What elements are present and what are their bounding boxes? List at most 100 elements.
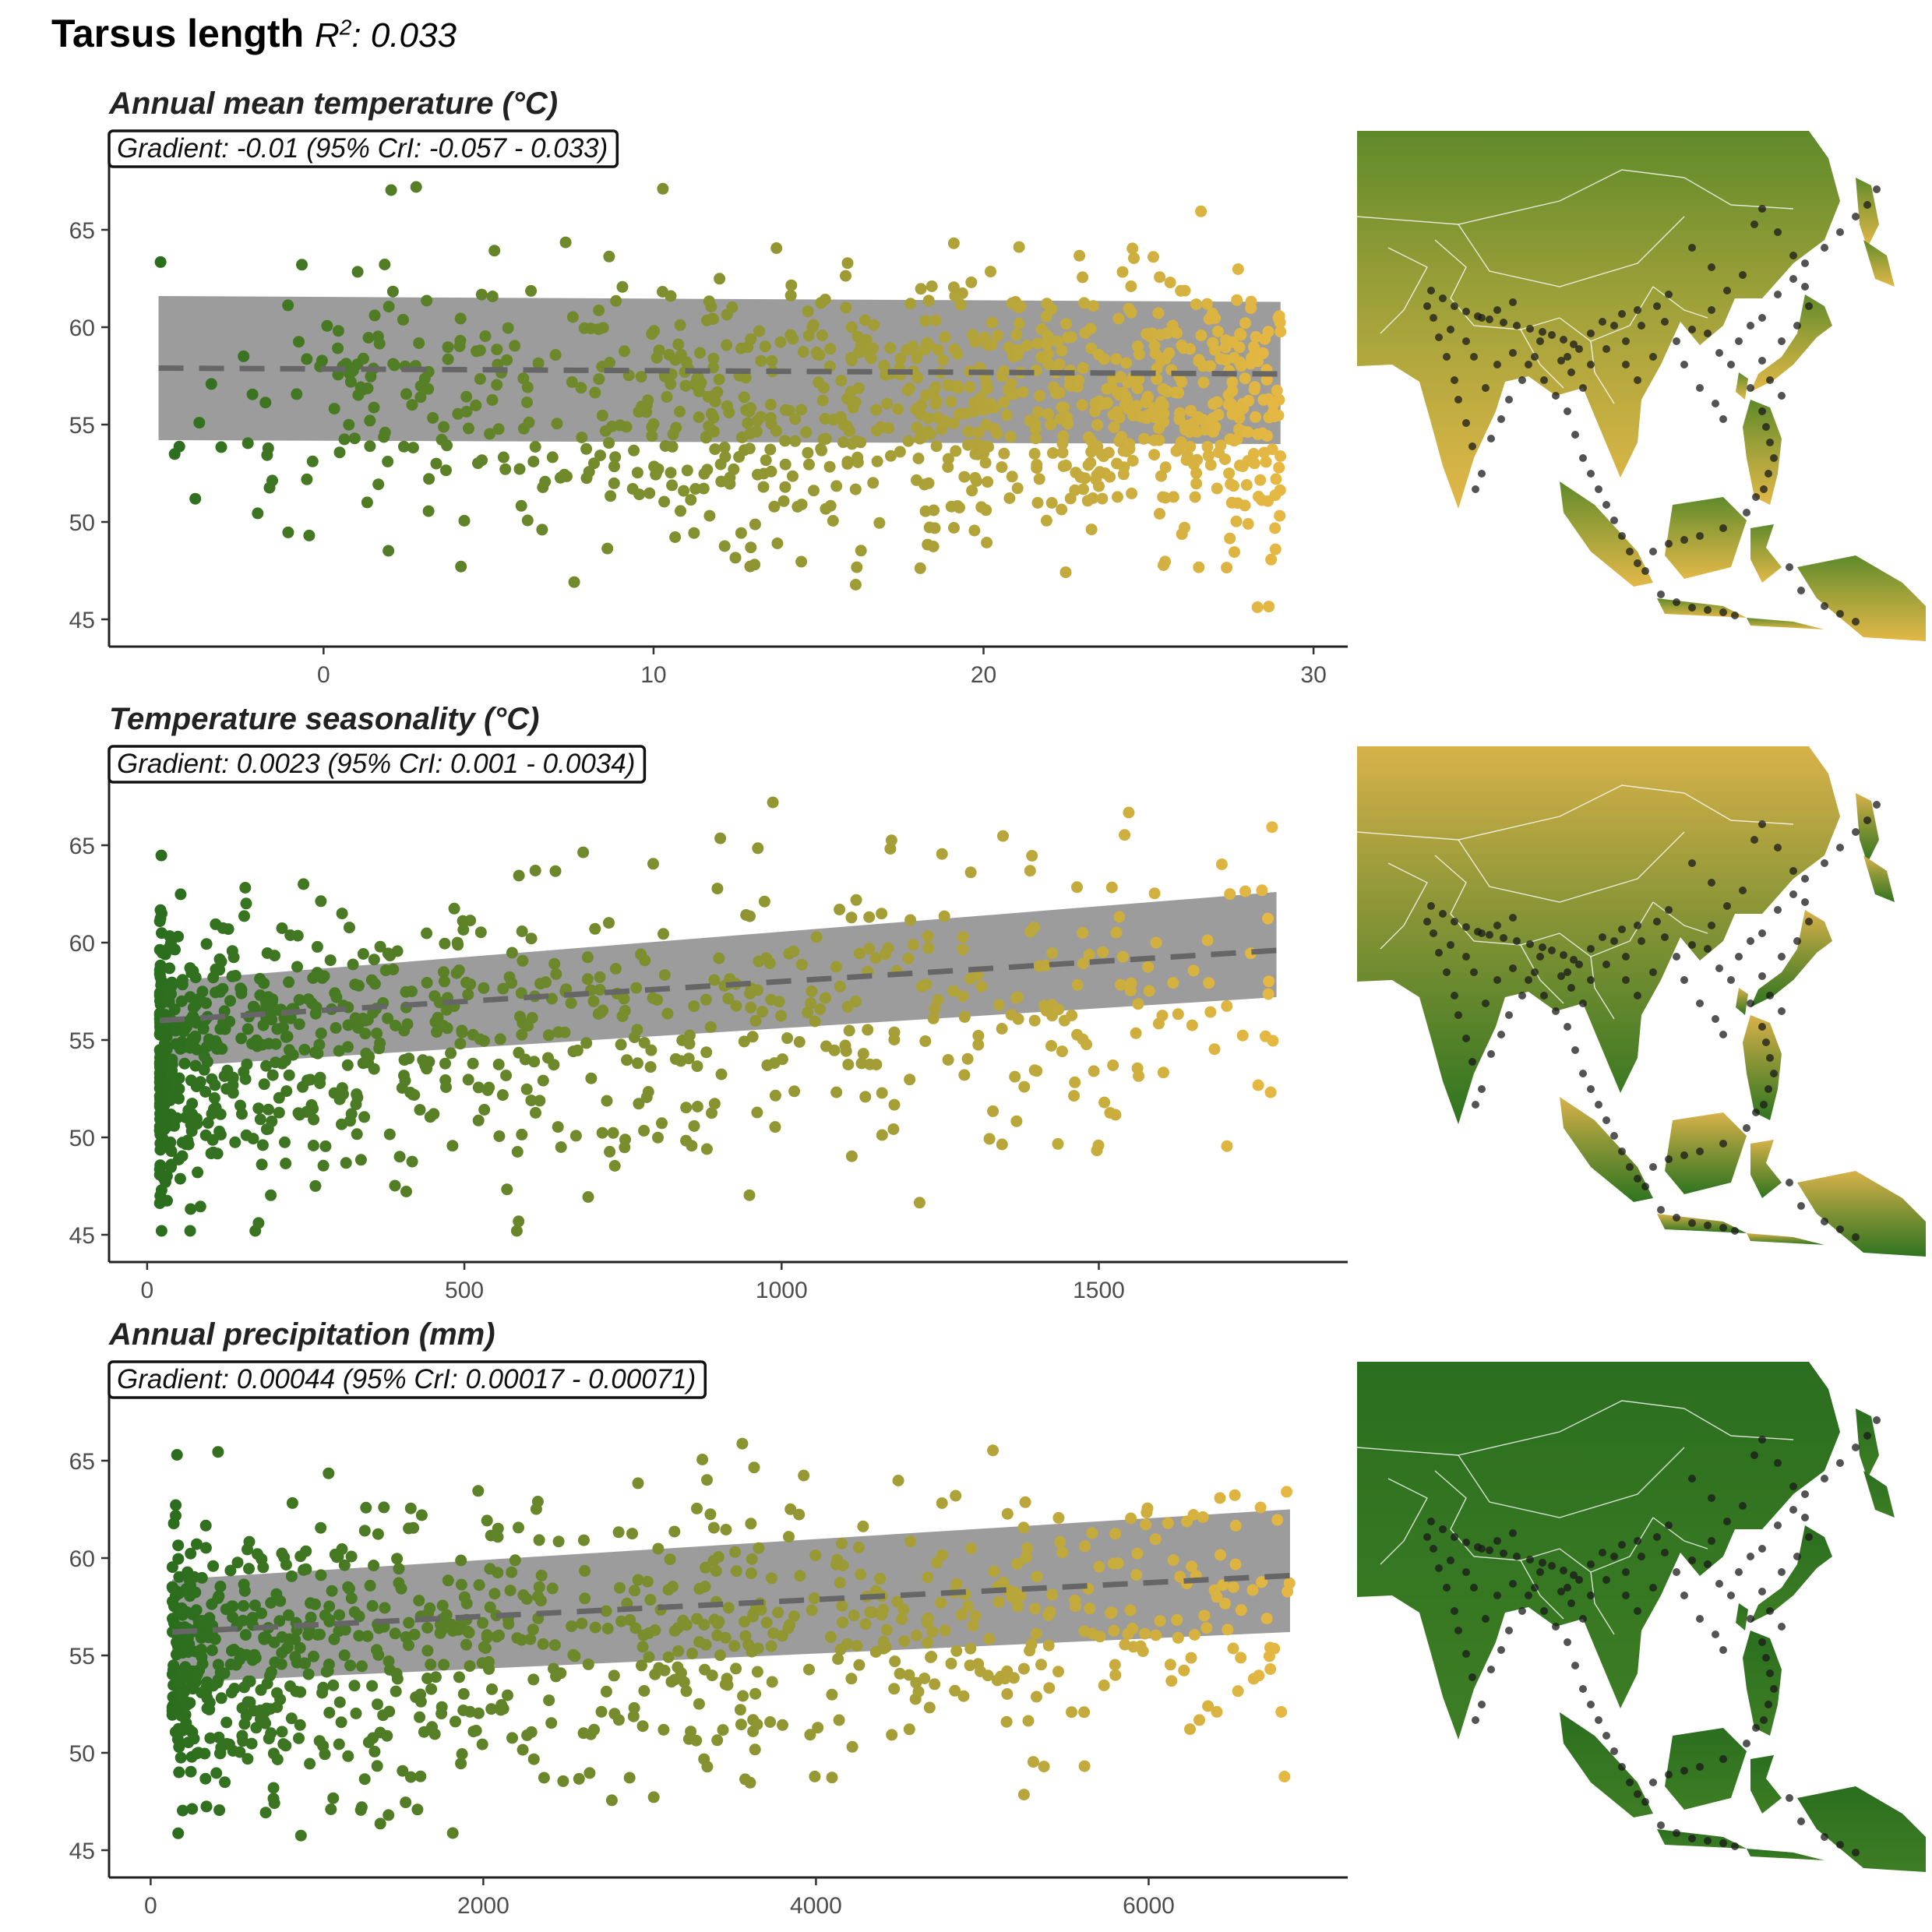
data-point <box>972 1030 985 1042</box>
data-point <box>1181 1515 1193 1528</box>
data-point <box>486 291 499 302</box>
sampling-site <box>1487 1050 1495 1058</box>
data-point <box>1083 949 1095 961</box>
data-point <box>557 1775 569 1787</box>
data-point <box>153 1163 166 1176</box>
data-point <box>501 354 513 366</box>
data-point <box>552 1535 565 1548</box>
data-point <box>1208 1043 1221 1056</box>
r2-label: R <box>315 16 340 55</box>
data-point <box>932 994 944 1006</box>
data-point <box>1231 294 1243 306</box>
data-point <box>700 432 712 444</box>
sampling-sites <box>1423 801 1881 1241</box>
data-point <box>841 420 853 432</box>
data-point <box>251 1040 263 1052</box>
sampling-site <box>1531 353 1539 361</box>
data-point <box>457 1705 470 1716</box>
data-point <box>234 1099 246 1112</box>
data-point <box>555 1141 567 1153</box>
data-point <box>1126 487 1138 499</box>
data-point <box>1052 1666 1064 1678</box>
sampling-site <box>1548 331 1556 339</box>
data-point <box>974 396 986 408</box>
sampling-site <box>1595 1101 1602 1109</box>
data-point <box>537 1638 549 1650</box>
data-point <box>326 1585 338 1597</box>
data-point <box>196 1571 208 1584</box>
data-point <box>473 1579 485 1592</box>
data-point <box>618 992 630 1005</box>
data-point <box>338 1559 351 1571</box>
data-point <box>1028 1064 1041 1077</box>
data-point <box>884 342 897 354</box>
data-point <box>1262 495 1274 507</box>
sampling-site <box>1462 337 1470 345</box>
data-point <box>546 451 559 464</box>
data-point <box>965 1542 978 1555</box>
data-point <box>962 425 975 438</box>
data-point <box>996 370 1008 383</box>
data-point <box>503 971 516 983</box>
data-point <box>1123 302 1135 315</box>
data-point <box>195 1643 207 1655</box>
data-point <box>1076 399 1088 411</box>
data-point <box>997 830 1009 842</box>
sampling-site <box>1665 1155 1673 1163</box>
data-point <box>543 1694 555 1707</box>
data-point <box>1031 462 1043 474</box>
data-point <box>779 435 791 447</box>
data-point <box>903 1723 915 1736</box>
data-point <box>372 1528 384 1540</box>
r2-value: : 0.033 <box>351 16 457 55</box>
sampling-site <box>1863 201 1871 209</box>
sampling-site <box>1602 1732 1610 1740</box>
data-point <box>391 1553 404 1565</box>
land-japan <box>1750 910 1832 1007</box>
data-point <box>678 1676 690 1688</box>
data-point <box>156 947 168 959</box>
sampling-site <box>1758 929 1766 937</box>
data-point <box>1252 428 1264 440</box>
data-point <box>559 236 572 249</box>
x-tick-label: 0 <box>317 662 330 688</box>
data-point <box>888 1098 901 1111</box>
data-point <box>256 1139 269 1151</box>
data-point <box>204 1732 217 1744</box>
data-point <box>1038 999 1050 1012</box>
data-point <box>1148 251 1159 263</box>
data-point <box>237 1614 249 1627</box>
data-point <box>589 1621 601 1634</box>
data-point <box>1268 1642 1281 1655</box>
data-point <box>768 500 781 513</box>
sampling-site <box>1805 302 1813 310</box>
data-point <box>305 1611 317 1624</box>
data-point <box>1211 1705 1223 1718</box>
data-point <box>922 425 934 438</box>
data-point <box>182 1632 194 1645</box>
sampling-site <box>1500 319 1507 326</box>
data-point <box>474 344 486 357</box>
sampling-site <box>1525 1592 1532 1599</box>
data-point <box>1018 1081 1031 1093</box>
data-point <box>922 294 935 307</box>
land-japan_n <box>1856 1408 1879 1479</box>
data-point <box>414 1104 426 1116</box>
data-point <box>196 1615 209 1627</box>
data-point <box>635 371 647 383</box>
data-point <box>834 980 846 992</box>
data-point <box>513 1521 524 1534</box>
data-point <box>1234 328 1246 340</box>
data-point <box>379 259 391 270</box>
data-point <box>680 1619 693 1631</box>
sampling-site <box>1579 1070 1587 1077</box>
sampling-site <box>1704 945 1712 953</box>
data-point <box>713 373 725 386</box>
data-point <box>176 1687 189 1700</box>
sampling-site <box>1793 322 1801 330</box>
sampling-site <box>1836 1459 1844 1467</box>
data-point <box>629 1585 640 1597</box>
data-point <box>846 1740 858 1753</box>
data-point <box>749 1687 762 1700</box>
sampling-site <box>1509 298 1517 306</box>
